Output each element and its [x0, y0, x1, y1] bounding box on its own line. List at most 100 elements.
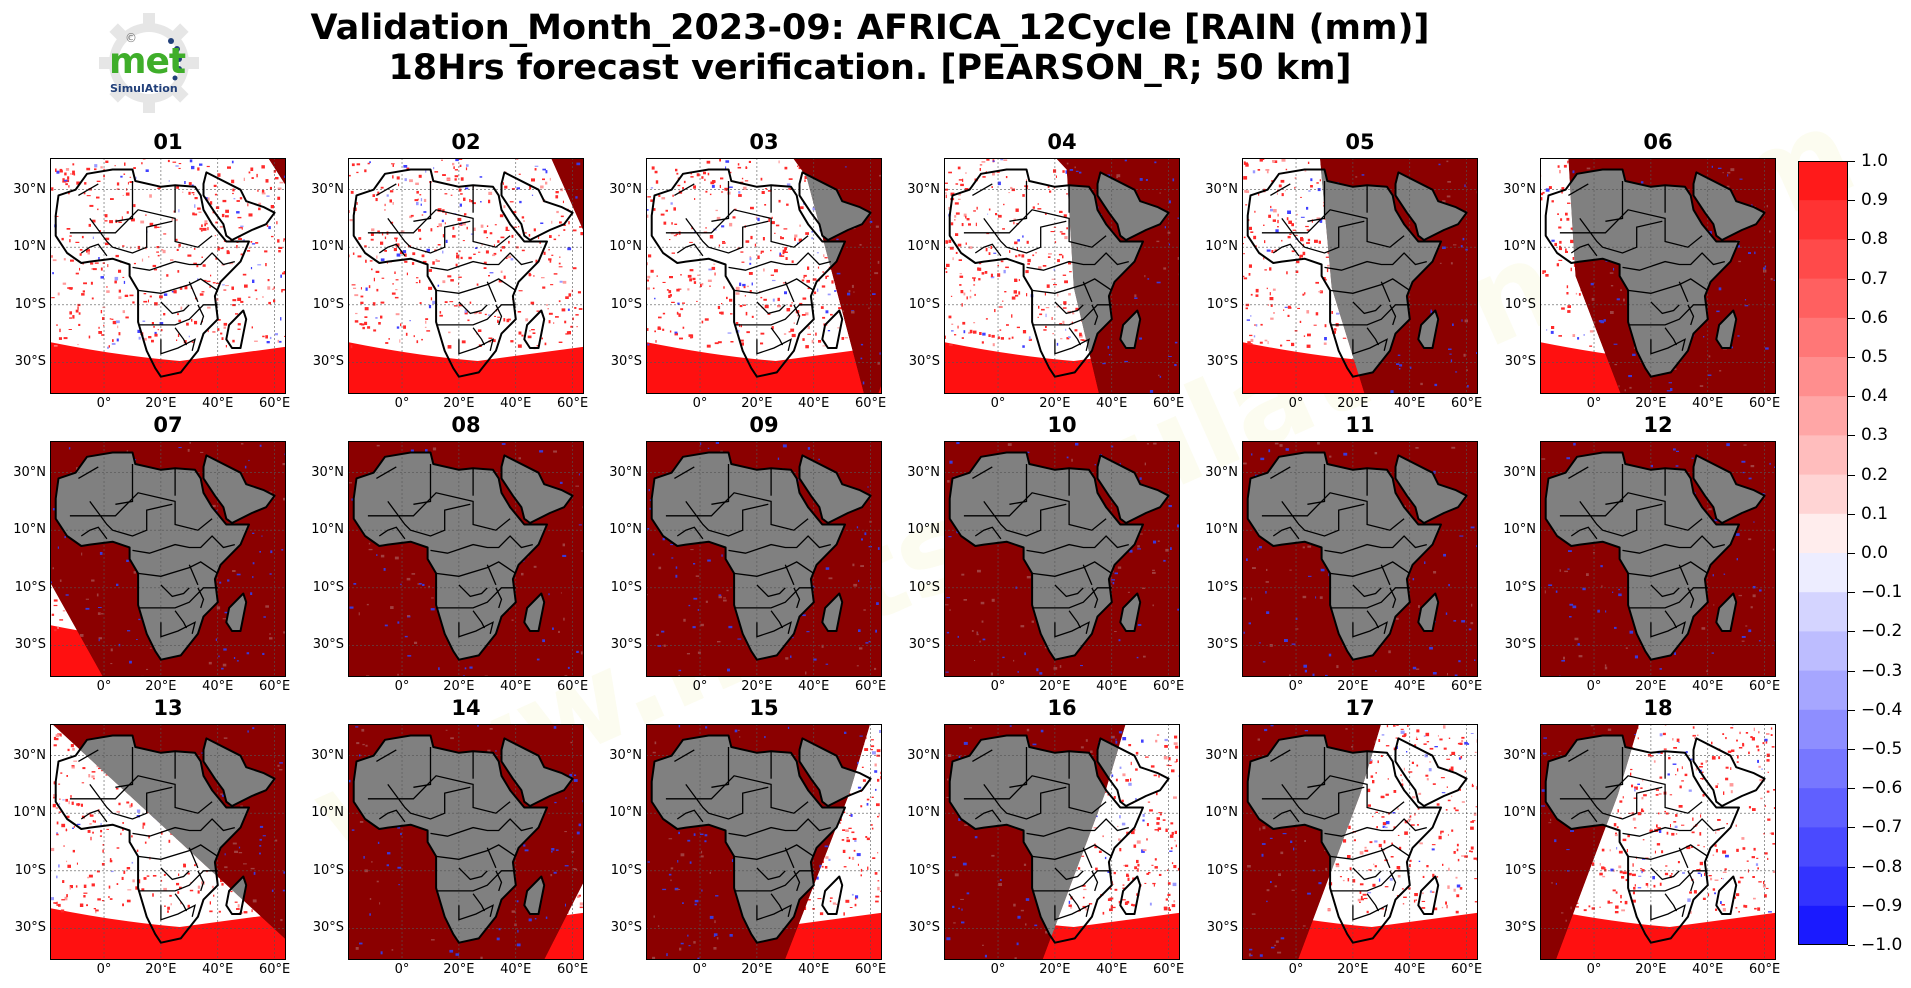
gridlines: [1540, 724, 1776, 960]
colorbar-label: 0.4: [1861, 386, 1889, 407]
colorbar-label: 0.3: [1861, 425, 1889, 446]
lat-tick-label: 30°N: [1503, 181, 1536, 197]
lon-tick-label: 60°E: [556, 679, 589, 694]
lat-tick-label: 10°S: [1206, 579, 1238, 595]
lat-tick-label: 30°S: [908, 920, 940, 936]
map-panel: [348, 724, 584, 960]
coastlines: [650, 451, 872, 661]
colorbar-segment: [1798, 905, 1848, 945]
panel-frame: [1242, 441, 1478, 677]
lon-tick-label: 60°E: [854, 962, 887, 977]
colorbar-tick: [1848, 513, 1855, 515]
lat-tick-label: 30°S: [1504, 637, 1536, 653]
lon-tick-label: 60°E: [1152, 962, 1185, 977]
colorbar-label: 0.1: [1861, 503, 1889, 524]
lat-tick-label: 30°S: [312, 920, 344, 936]
lon-tick-label: 40°E: [500, 396, 532, 411]
lat-tick-label: 30°S: [312, 354, 344, 370]
coastlines: [352, 451, 574, 661]
lon-tick-label: 40°E: [202, 962, 234, 977]
colorbar-segment: [1798, 161, 1848, 201]
lat-tick-label: 10°N: [13, 522, 46, 538]
lat-tick-label: 30°N: [609, 181, 642, 197]
coastlines: [1544, 734, 1766, 944]
colorbar-tick: [1848, 709, 1855, 711]
panel-title: 01: [153, 130, 183, 154]
colorbar-tick: [1848, 357, 1855, 358]
panel-title: 16: [1047, 696, 1077, 720]
lat-tick-label: 30°S: [1206, 354, 1238, 370]
colorbar-label: −0.7: [1861, 817, 1903, 838]
colorbar-segment: [1798, 827, 1848, 868]
colorbar-label: −0.6: [1861, 778, 1903, 799]
lon-tick-label: 60°E: [556, 962, 589, 977]
lat-tick-label: 30°N: [1503, 464, 1536, 480]
gridlines: [1540, 158, 1776, 394]
lat-tick-label: 10°N: [907, 239, 940, 255]
lon-tick-label: 0°: [1586, 679, 1602, 694]
country-borders: [69, 464, 235, 638]
map-panel: [646, 724, 882, 960]
gridlines: [1242, 441, 1478, 677]
lon-tick-label: 20°E: [1337, 396, 1369, 411]
lon-tick-label: 60°E: [258, 962, 291, 977]
colorbar-tick: [1848, 670, 1855, 672]
panel-title: 05: [1345, 130, 1375, 154]
lat-tick-label: 10°N: [1503, 805, 1536, 821]
lon-tick-label: 0°: [1288, 962, 1304, 977]
lon-tick-label: 60°E: [556, 396, 589, 411]
map-panel: [50, 158, 286, 394]
colorbar-tick: [1848, 161, 1855, 162]
panel-frame: [646, 158, 882, 394]
lon-tick-label: 60°E: [1152, 679, 1185, 694]
coastlines: [650, 734, 872, 944]
colorbar-segment: [1798, 396, 1848, 436]
panel-title: 15: [749, 696, 779, 720]
lon-tick-label: 60°E: [854, 679, 887, 694]
panel-frame: [944, 158, 1180, 394]
map-panel: [944, 158, 1180, 394]
lon-tick-label: 60°E: [1152, 396, 1185, 411]
lat-tick-label: 30°S: [908, 354, 940, 370]
panel-frame: [50, 441, 286, 677]
lat-tick-label: 10°S: [14, 862, 46, 878]
lat-tick-label: 30°S: [1206, 920, 1238, 936]
colorbar-segment: [1798, 709, 1848, 750]
lat-tick-label: 30°N: [13, 464, 46, 480]
panel-frame: [348, 441, 584, 677]
coastlines: [54, 168, 276, 378]
lat-tick-label: 10°N: [311, 239, 344, 255]
colorbar-tick: [1848, 239, 1855, 241]
lat-tick-label: 10°S: [1504, 296, 1536, 312]
map-panel: [50, 441, 286, 677]
lon-tick-label: 60°E: [854, 396, 887, 411]
lon-tick-label: 20°E: [741, 962, 773, 977]
lon-tick-label: 40°E: [1096, 679, 1128, 694]
panel-title: 04: [1047, 130, 1077, 154]
colorbar-tick: [1848, 553, 1855, 554]
country-borders: [963, 181, 1129, 355]
lat-tick-label: 10°S: [312, 296, 344, 312]
colorbar-tick: [1848, 945, 1855, 946]
country-borders: [963, 747, 1129, 921]
colorbar-label: −0.3: [1861, 660, 1903, 681]
coastlines: [948, 451, 1170, 661]
lon-tick-label: 40°E: [500, 679, 532, 694]
lon-tick-label: 0°: [692, 396, 708, 411]
colorbar-tick: [1848, 788, 1855, 790]
coastlines: [948, 168, 1170, 378]
gridlines: [1242, 724, 1478, 960]
lat-tick-label: 30°S: [908, 637, 940, 653]
lon-tick-label: 40°E: [500, 962, 532, 977]
colorbar-tick: [1848, 592, 1855, 594]
coastlines: [1246, 168, 1468, 378]
lon-tick-label: 40°E: [798, 396, 830, 411]
lat-tick-label: 10°N: [1205, 239, 1238, 255]
panel-frame: [50, 158, 286, 394]
country-borders: [367, 464, 533, 638]
coastlines: [54, 451, 276, 661]
lon-tick-label: 40°E: [1692, 962, 1724, 977]
colorbar-segment: [1798, 670, 1848, 711]
lat-tick-label: 30°S: [312, 637, 344, 653]
lat-tick-label: 30°S: [610, 637, 642, 653]
